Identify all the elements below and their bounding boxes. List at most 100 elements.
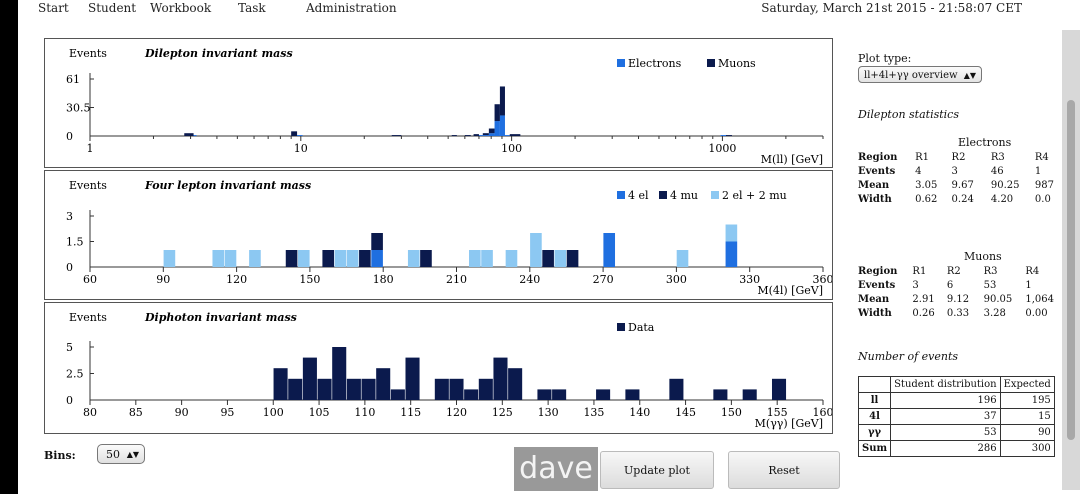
histogram-bar <box>297 250 310 267</box>
histogram-bar <box>464 389 479 400</box>
scrollbar-thumb[interactable] <box>1067 100 1075 440</box>
histogram-bar <box>476 135 483 136</box>
histogram-bar <box>508 368 523 400</box>
update-plot-button[interactable]: Update plot <box>600 451 714 489</box>
chart-title: Dilepton invariant mass <box>144 47 293 60</box>
histogram-bar <box>273 368 288 400</box>
plot-type-value: ll+4l+γγ overview <box>864 70 958 81</box>
table-header-cell: Region <box>858 265 898 277</box>
histogram-bar <box>285 250 298 267</box>
histogram-bar <box>391 135 402 136</box>
x-tick-label: 115 <box>400 406 421 419</box>
y-axis-label: Events <box>69 179 107 192</box>
table-cell: 3 <box>912 279 919 291</box>
row-label: Sum <box>857 440 892 457</box>
left-border <box>0 0 18 494</box>
bins-label: Bins: <box>44 449 76 462</box>
nav-item-student[interactable]: Student <box>88 1 137 15</box>
histogram-bar <box>332 347 347 400</box>
nav-item-workbook[interactable]: Workbook <box>150 1 212 15</box>
x-tick-label: 80 <box>83 406 97 419</box>
table-header-cell: Region <box>858 151 898 163</box>
reset-button[interactable]: Reset <box>728 451 840 489</box>
x-tick-label: 270 <box>593 273 614 286</box>
row-label: γγ <box>857 424 892 441</box>
histogram-bar <box>720 135 727 136</box>
table-cell: 3.28 <box>983 307 1006 319</box>
table-header-cell: Expected <box>999 376 1055 393</box>
legend-label: Electrons <box>628 57 682 70</box>
histogram-bar <box>478 378 493 400</box>
histogram-bar <box>726 135 732 136</box>
row-label: Events <box>858 165 896 177</box>
plot-type-label: Plot type: <box>858 52 912 65</box>
y-axis-label: Events <box>69 47 107 60</box>
table-cell: 9.12 <box>946 293 970 305</box>
table-row: Sum 286 300 <box>857 440 1055 457</box>
table-cell: 1 <box>1025 279 1032 291</box>
y-tick-label: 30.5 <box>66 102 91 115</box>
histogram-bar <box>376 368 391 400</box>
legend-swatch <box>711 191 719 199</box>
y-tick-label: 0 <box>66 130 73 143</box>
page-scrollbar[interactable] <box>1062 30 1080 490</box>
table-cell: 53 <box>983 279 997 291</box>
histogram-bar <box>184 133 194 136</box>
table-row: γγ 53 90 <box>857 424 1055 441</box>
legend-label: 2 el + 2 mu <box>722 189 787 202</box>
x-tick-label: 85 <box>129 406 143 419</box>
table-cell: 46 <box>990 165 1004 177</box>
histogram-bar <box>212 250 225 267</box>
histogram-bar <box>742 389 757 400</box>
x-tick-label: 60 <box>83 273 97 286</box>
top-navigation: Start Student Workbook Task Administrati… <box>38 0 1084 18</box>
legend-label: Muons <box>718 57 756 70</box>
chart-title: Four lepton invariant mass <box>144 179 311 192</box>
legend-swatch <box>659 191 667 199</box>
select-arrows-icon: ▲▼ <box>963 71 976 80</box>
nav-item-task[interactable]: Task <box>238 1 266 15</box>
nav-item-start[interactable]: Start <box>38 1 69 15</box>
four-lepton-panel: Events Four lepton invariant mass 0 1.5 3 60 9… <box>44 170 833 300</box>
histogram-bar <box>676 250 689 267</box>
dilepton-panel: Events Dilepton invariant mass 0 30.5 61 1 10 1… <box>44 38 833 168</box>
table-cell: 15 <box>999 408 1055 425</box>
table-cell: 1 <box>1034 165 1042 177</box>
table-row: Mean 3.05 9.67 90.25 987 <box>856 178 1056 192</box>
table-cell: 2.91 <box>912 293 935 305</box>
x-tick-label: 210 <box>446 273 467 286</box>
bins-select[interactable]: 50 ▲▼ <box>97 444 145 464</box>
x-tick-label: 95 <box>220 406 234 419</box>
histogram-bar <box>493 357 508 400</box>
row-label: Width <box>858 193 892 205</box>
histogram-bar <box>405 357 420 400</box>
table-cell: 90.25 <box>990 179 1020 191</box>
table-header-cell: R4 <box>1034 151 1049 163</box>
table-cell: 0.0 <box>1034 193 1051 205</box>
table-cell: 4.20 <box>990 193 1014 205</box>
legend-label: 4 el <box>628 189 649 202</box>
events-table: Student distribution Expected ll 196 195… <box>857 376 1055 457</box>
table-cell: 0.00 <box>1025 307 1048 319</box>
histogram-bar <box>494 104 500 122</box>
table-header-cell: R1 <box>915 151 930 163</box>
histogram-bar <box>542 250 554 267</box>
x-tick-label: 360 <box>813 273 833 286</box>
table-header-cell: R3 <box>990 151 1005 163</box>
table-header-cell <box>857 376 892 393</box>
row-label: Mean <box>858 293 890 305</box>
histogram-bar <box>494 121 500 136</box>
dilepton-statistics-title: Dilepton statistics <box>858 108 959 121</box>
table-row: Events 3 6 53 1 <box>856 278 1056 292</box>
table-header-cell: Student distribution <box>890 376 1001 393</box>
nav-item-administration[interactable]: Administration <box>306 1 397 15</box>
table-cell: 3.05 <box>915 179 938 191</box>
histogram-bar <box>371 250 383 267</box>
histogram-bar <box>249 250 261 267</box>
histogram-bar <box>554 250 567 267</box>
histogram-bar <box>482 133 489 136</box>
plot-type-select[interactable]: ll+4l+γγ overview ▲▼ <box>858 66 982 83</box>
legend-label: Data <box>628 321 655 334</box>
histogram-bar <box>451 135 457 136</box>
legend-label: 4 mu <box>670 189 698 202</box>
